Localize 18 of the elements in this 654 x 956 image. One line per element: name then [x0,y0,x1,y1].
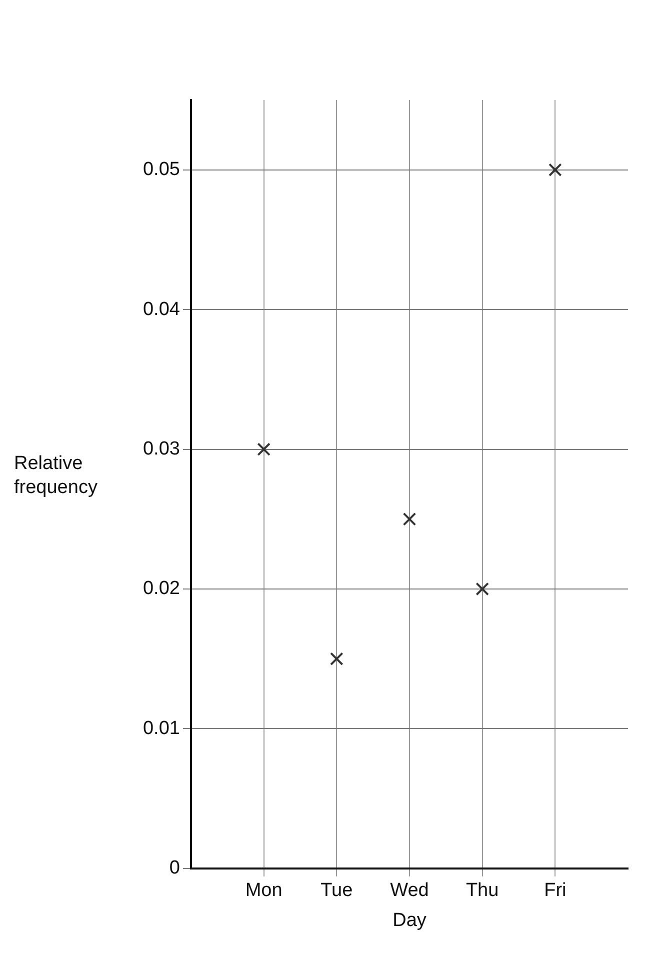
point [548,163,562,177]
y-tick-label: 0.04 [142,298,180,320]
point [402,512,416,526]
x-tick-label: Tue [320,880,353,902]
y-axis-title: Relative frequency [14,452,98,500]
y-tick-label: 0.02 [142,578,180,600]
point [476,582,489,596]
y-tick-label: 0.05 [142,159,180,180]
x-axis-title: Day [392,910,427,931]
y-tick-label: 0 [169,858,180,879]
y-tick-label: 0.01 [142,718,180,739]
y-tick-label: 0.03 [142,438,180,460]
x-tick-label: Wed [390,880,429,902]
point [330,652,344,666]
x-tick-label: Mon [245,880,282,902]
point [257,442,270,456]
x-tick-label: Fri [544,880,566,902]
x-tick-label: Thu [466,880,499,902]
